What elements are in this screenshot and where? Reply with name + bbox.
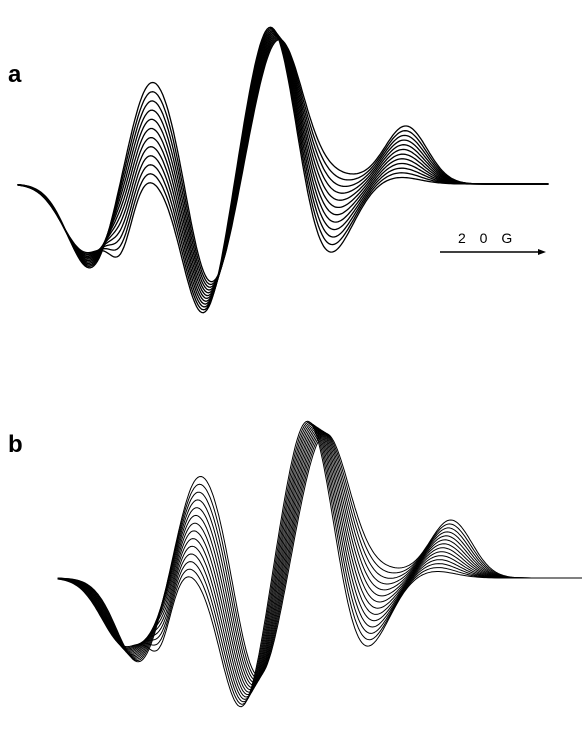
panel-a-trace-1 [17,26,549,314]
scale-bar-label: 2 0 G [458,230,517,246]
panel-a-trace-11 [17,37,549,286]
panel-b-trace-11 [57,430,582,684]
panel-b-trace-9 [57,428,582,688]
panel-b-trace-1 [57,420,582,708]
panel-b-trace-14 [57,433,582,677]
panel-b-spectra [57,420,582,708]
panel-a-trace-2 [17,27,549,311]
scale-bar-arrow-icon [538,249,546,255]
panel-a-trace-8 [17,34,549,294]
panel-b-trace-13 [57,432,582,679]
panel-a-label: a [8,61,22,88]
scale-bar: 2 0 G [440,230,546,255]
panel-b-trace-3 [57,422,582,703]
panel-b-trace-10 [57,429,582,686]
panel-b-label: b [8,431,23,458]
panel-b-trace-12 [57,431,582,681]
panel-a-trace-12 [17,38,549,283]
panel-a-trace-10 [17,36,549,288]
panel-a-trace-3 [17,28,549,308]
panel-a-spectra [17,26,549,314]
panel-a-trace-4 [17,30,549,305]
